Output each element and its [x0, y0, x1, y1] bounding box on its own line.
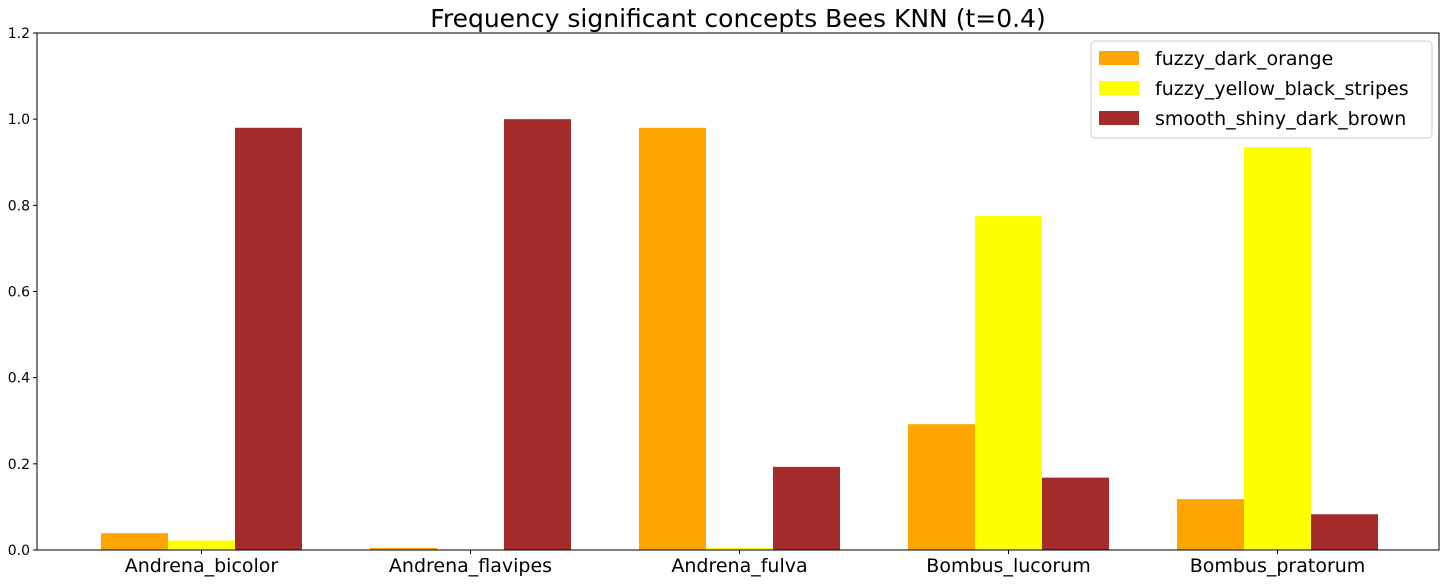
bar-smooth_shiny_dark_brown-Bombus_lucorum	[1042, 477, 1109, 550]
bar-smooth_shiny_dark_brown-Andrena_flavipes	[504, 119, 571, 551]
bar-smooth_shiny_dark_brown-Andrena_bicolor	[235, 127, 302, 551]
x-axis: Andrena_bicolor Andrena_flavipes Andrena_f…	[125, 550, 1366, 577]
bar-fuzzy_dark_orange-Bombus_pratorum	[1177, 499, 1244, 550]
bar-fuzzy_yellow_black_stripes-Andrena_bicolor	[168, 540, 235, 550]
y-tick-label: 0.6	[8, 285, 30, 301]
legend-box	[1090, 40, 1433, 139]
y-tick-label: 1.2	[8, 26, 30, 42]
plot-frame	[36, 32, 1440, 551]
y-tick-label: 0.2	[8, 457, 30, 473]
legend-swatch	[1099, 51, 1139, 65]
bar-smooth_shiny_dark_brown-Andrena_fulva	[773, 466, 840, 550]
legend-label: fuzzy_yellow_black_stripes	[1155, 78, 1409, 100]
bar-smooth_shiny_dark_brown-Bombus_pratorum	[1311, 514, 1378, 550]
bar-fuzzy_yellow_black_stripes-Bombus_lucorum	[975, 216, 1042, 550]
bar-fuzzy_dark_orange-Andrena_fulva	[639, 127, 706, 551]
legend-label: fuzzy_dark_orange	[1155, 48, 1333, 70]
bar-fuzzy_dark_orange-Bombus_lucorum	[908, 424, 975, 550]
legend-swatch	[1099, 81, 1139, 95]
y-tick-label: 0.8	[8, 198, 30, 214]
legend-label: smooth_shiny_dark_brown	[1155, 108, 1406, 130]
legend-swatch	[1099, 111, 1139, 125]
y-tick-label: 1.0	[8, 112, 30, 128]
bar-fuzzy_yellow_black_stripes-Andrena_fulva	[706, 547, 773, 550]
y-tick-label: 0.0	[8, 543, 30, 559]
x-tick-label: Andrena_fulva	[671, 555, 807, 577]
y-tick-label: 0.4	[8, 371, 30, 387]
bar-fuzzy_dark_orange-Andrena_bicolor	[101, 533, 168, 550]
x-tick-label: Bombus_lucorum	[926, 555, 1090, 577]
legend: fuzzy_dark_orange fuzzy_yellow_black_stri…	[1090, 40, 1433, 139]
x-tick-label: Andrena_flavipes	[389, 555, 552, 577]
bars-group	[101, 119, 1378, 551]
bar-fuzzy_yellow_black_stripes-Bombus_pratorum	[1244, 147, 1311, 550]
x-tick-label: Andrena_bicolor	[125, 555, 279, 577]
bar-fuzzy_dark_orange-Andrena_flavipes	[370, 547, 437, 550]
chart-title: Frequency significant concepts Bees KNN …	[430, 4, 1045, 33]
x-tick-label: Bombus_pratorum	[1190, 555, 1366, 577]
y-axis: 0.0 0.2 0.4 0.6 0.8 1.0 1.2	[8, 26, 37, 559]
